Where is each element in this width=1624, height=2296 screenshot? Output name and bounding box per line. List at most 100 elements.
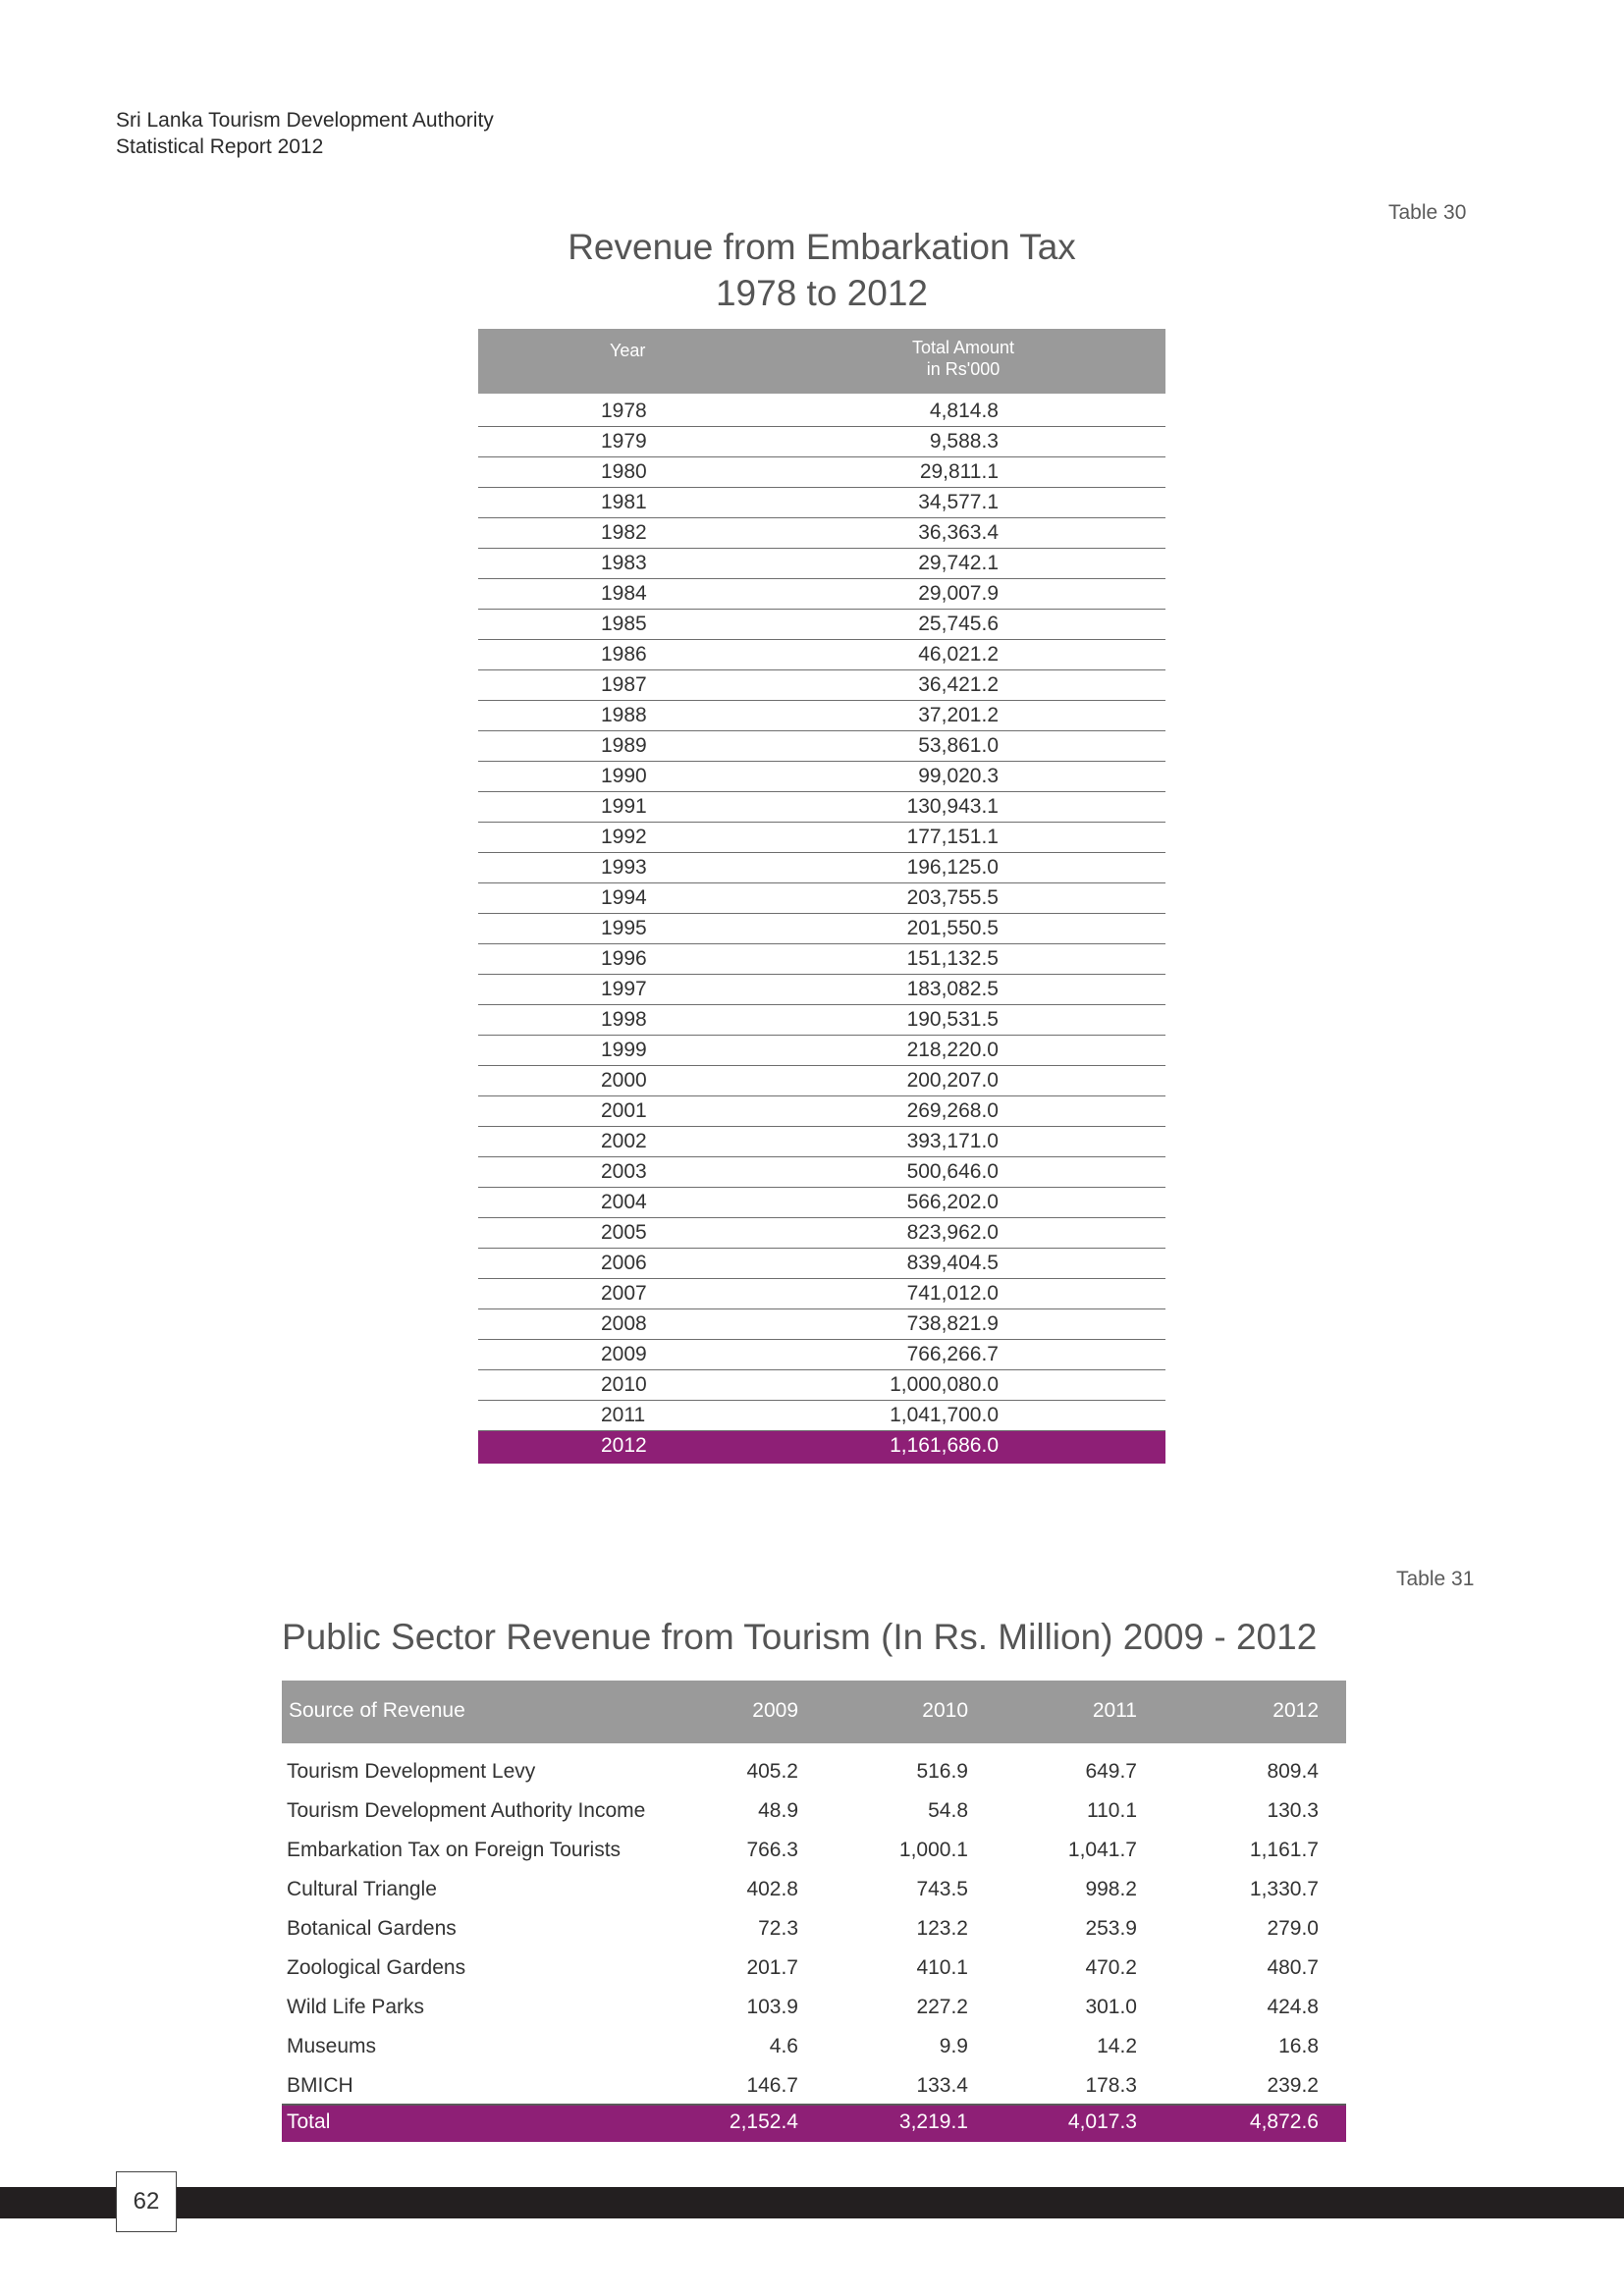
table30-row: 1998 190,531.5	[478, 1005, 1165, 1036]
table30-amount: 25,745.6	[918, 613, 999, 635]
table30-row: 2011 1,041,700.0	[478, 1401, 1165, 1431]
table30-col-year: Year	[610, 341, 646, 360]
table30-year: 1978	[601, 400, 647, 422]
table31-value-2009: 48.9	[758, 1799, 798, 1822]
table30-year: 1986	[601, 643, 647, 666]
table30-row: 1985 25,745.6	[478, 610, 1165, 640]
table30-amount: 1,041,700.0	[890, 1404, 999, 1426]
table30-year: 1982	[601, 521, 647, 544]
table31-source: Museums	[287, 2035, 377, 2057]
table30-amount: 1,000,080.0	[890, 1373, 999, 1396]
table30-row: 2000 200,207.0	[478, 1066, 1165, 1096]
table30-row: 1978 4,814.8	[478, 397, 1165, 427]
table30-year: 1983	[601, 552, 647, 574]
table31-title: Public Sector Revenue from Tourism (In R…	[282, 1617, 1318, 1657]
table30-col-amount-line1: Total Amount	[911, 338, 1015, 357]
table30-amount: 36,363.4	[918, 521, 999, 544]
table30-year: 2001	[601, 1099, 647, 1122]
table30-amount: 201,550.5	[906, 917, 999, 939]
table31-col-2009: 2009	[752, 1699, 798, 1722]
table30-amount: 29,811.1	[919, 460, 999, 483]
table30-title: Revenue from Embarkation Tax 1978 to 201…	[478, 224, 1165, 316]
table31-value-2012: 480.7	[1267, 1956, 1319, 1979]
table30-amount: 393,171.0	[906, 1130, 999, 1152]
table30-row: 1993 196,125.0	[478, 853, 1165, 883]
table31-total-label: Total	[287, 2110, 331, 2133]
footer-bar	[0, 2187, 1624, 2218]
table30-row: 1982 36,363.4	[478, 518, 1165, 549]
table30-year: 1989	[601, 734, 647, 757]
table30-year: 2006	[601, 1252, 647, 1274]
table30-amount: 46,021.2	[918, 643, 999, 666]
table31-value-2010: 410.1	[916, 1956, 968, 1979]
table30-col-amount-line2: in Rs'000	[926, 359, 1001, 379]
table30-year: 1979	[601, 430, 647, 453]
table30-amount: 9,588.3	[929, 430, 999, 453]
table31-value-2012: 279.0	[1267, 1917, 1319, 1940]
table30-row: 2001 269,268.0	[478, 1096, 1165, 1127]
table30-row: 1990 99,020.3	[478, 762, 1165, 792]
table31-row: BMICH 146.7 133.4 178.3 239.2	[282, 2068, 1346, 2108]
table30-year: 2005	[601, 1221, 647, 1244]
table30-amount: 53,861.0	[918, 734, 999, 757]
table31-value-2010: 743.5	[916, 1878, 968, 1900]
table31-value-2011: 14.2	[1097, 2035, 1137, 2057]
table30-row: 2009 766,266.7	[478, 1340, 1165, 1370]
table30-year: 1990	[601, 765, 647, 787]
table31-value-2009: 766.3	[746, 1839, 798, 1861]
table30-year: 2003	[601, 1160, 647, 1183]
table31-value-2010: 227.2	[916, 1996, 968, 2018]
table31-value-2009: 405.2	[746, 1760, 798, 1783]
table31-source: Embarkation Tax on Foreign Tourists	[287, 1839, 622, 1861]
table31-value-2009: 72.3	[758, 1917, 798, 1940]
header-report-title: Statistical Report 2012	[116, 135, 324, 158]
table30-row: 1979 9,588.3	[478, 427, 1165, 457]
table31-source: Tourism Development Levy	[287, 1760, 536, 1783]
table30-row: 1987 36,421.2	[478, 670, 1165, 701]
table30-amount: 34,577.1	[918, 491, 999, 513]
table31-value-2011: 253.9	[1085, 1917, 1137, 1940]
table31-source: BMICH	[287, 2074, 353, 2097]
table30-amount: 823,962.0	[906, 1221, 999, 1244]
table30-year: 2010	[601, 1373, 647, 1396]
table30-year: 1996	[601, 947, 647, 970]
table31-total-row: Total 2,152.4 3,219.1 4,017.3 4,872.6	[282, 2104, 1346, 2142]
table30-amount: 766,266.7	[906, 1343, 999, 1365]
table31-row: Tourism Development Authority Income 48.9…	[282, 1793, 1346, 1833]
table30-body: 1978 4,814.8 1979 9,588.3 1980 29,811.1 1981 34…	[478, 397, 1165, 1464]
table31-source: Zoological Gardens	[287, 1956, 466, 1979]
table30-row: 2006 839,404.5	[478, 1249, 1165, 1279]
table30-row: 1988 37,201.2	[478, 701, 1165, 731]
table31-row: Embarkation Tax on Foreign Tourists 766.3…	[282, 1833, 1346, 1872]
table30-year: 2012	[601, 1434, 647, 1457]
table30-year: 2007	[601, 1282, 647, 1305]
table30-row: 1991 130,943.1	[478, 792, 1165, 823]
table31-value-2011: 470.2	[1085, 1956, 1137, 1979]
table30-row: 2003 500,646.0	[478, 1157, 1165, 1188]
table31-source: Botanical Gardens	[287, 1917, 457, 1940]
table30-row: 2012 1,161,686.0	[478, 1431, 1165, 1464]
table31-value-2010: 516.9	[916, 1760, 968, 1783]
table30-year: 2008	[601, 1312, 647, 1335]
table30-amount: 29,007.9	[918, 582, 999, 605]
table31-value-2009: 402.8	[746, 1878, 798, 1900]
page-number: 62	[116, 2171, 177, 2232]
table31-total-2012: 4,872.6	[1249, 2110, 1319, 2133]
table30-row: 1997 183,082.5	[478, 975, 1165, 1005]
table31-value-2009: 103.9	[746, 1996, 798, 2018]
table31-body: Tourism Development Levy 405.2 516.9 649.7 8…	[282, 1754, 1346, 2108]
table30-amount: 203,755.5	[906, 886, 999, 909]
table31-value-2011: 110.1	[1087, 1799, 1137, 1822]
table30-title-line1: Revenue from Embarkation Tax	[568, 227, 1076, 267]
table30-row: 2008 738,821.9	[478, 1309, 1165, 1340]
table31-value-2010: 123.2	[916, 1917, 968, 1940]
table30-amount: 1,161,686.0	[890, 1434, 999, 1457]
table31-value-2011: 301.0	[1085, 1996, 1137, 2018]
table31-value-2012: 16.8	[1278, 2035, 1319, 2057]
table30-amount: 200,207.0	[906, 1069, 999, 1092]
table31-col-2010: 2010	[922, 1699, 968, 1722]
table30-row: 1999 218,220.0	[478, 1036, 1165, 1066]
table30-row: 1986 46,021.2	[478, 640, 1165, 670]
table31-value-2010: 54.8	[928, 1799, 968, 1822]
table30-row: 2007 741,012.0	[478, 1279, 1165, 1309]
